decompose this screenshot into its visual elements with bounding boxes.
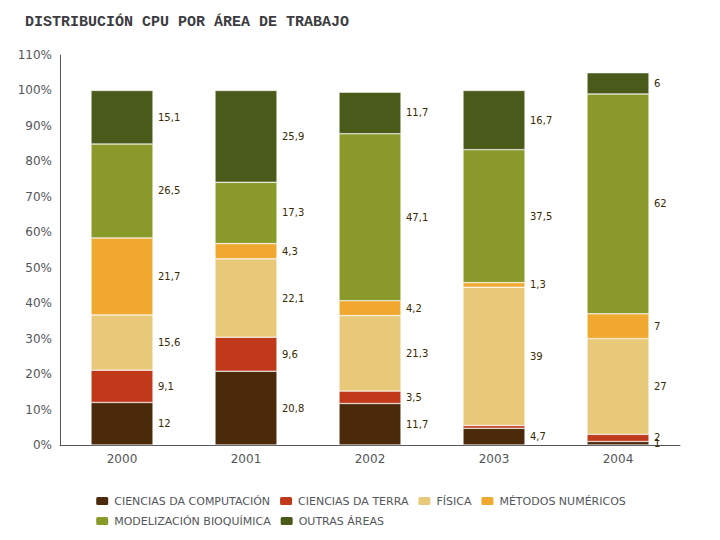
svg-text:CIENCIAS DA COMPUTACIÓN: CIENCIAS DA COMPUTACIÓN [114,495,270,508]
svg-text:47,1: 47,1 [406,212,428,223]
svg-text:90%: 90% [25,119,52,133]
svg-text:CIENCIAS DA TERRA: CIENCIAS DA TERRA [298,495,409,508]
svg-text:62: 62 [654,198,667,209]
svg-text:15,6: 15,6 [158,337,180,348]
svg-text:2002: 2002 [355,452,386,466]
svg-text:6: 6 [654,78,660,89]
svg-text:9,6: 9,6 [282,349,298,360]
svg-text:20%: 20% [25,367,52,381]
svg-text:20,8: 20,8 [282,403,304,414]
svg-text:27: 27 [654,381,667,392]
svg-text:2000: 2000 [107,452,138,466]
svg-text:1,3: 1,3 [530,279,546,290]
svg-text:50%: 50% [25,261,52,275]
svg-text:0%: 0% [33,438,52,452]
svg-text:4,3: 4,3 [282,246,298,257]
svg-text:2003: 2003 [479,452,510,466]
svg-text:60%: 60% [25,225,52,239]
svg-text:MODELIZACIÓN BIOQUÍMICA: MODELIZACIÓN BIOQUÍMICA [114,515,271,528]
svg-text:26,5: 26,5 [158,185,180,196]
svg-text:4,7: 4,7 [530,431,546,442]
svg-text:110%: 110% [18,48,52,62]
svg-text:16,7: 16,7 [530,115,552,126]
svg-text:21,3: 21,3 [406,348,428,359]
svg-text:30%: 30% [25,332,52,346]
svg-text:100%: 100% [18,83,52,97]
svg-text:11,7: 11,7 [406,419,428,430]
svg-text:2004: 2004 [603,452,634,466]
svg-text:7: 7 [654,321,660,332]
svg-text:FÍSICA: FÍSICA [436,495,471,508]
svg-text:4,2: 4,2 [406,303,422,314]
svg-text:10%: 10% [25,403,52,417]
svg-text:25,9: 25,9 [282,131,304,142]
svg-text:17,3: 17,3 [282,207,304,218]
svg-text:DISTRIBUCIÓN CPU POR ÁREA DE T: DISTRIBUCIÓN CPU POR ÁREA DE TRABAJO [25,13,349,31]
svg-text:80%: 80% [25,154,52,168]
svg-text:70%: 70% [25,190,52,204]
svg-text:9,1: 9,1 [158,381,174,392]
svg-text:21,7: 21,7 [158,271,180,282]
svg-text:OUTRAS ÁREAS: OUTRAS ÁREAS [299,515,384,528]
svg-text:37,5: 37,5 [530,211,552,222]
svg-text:MÉTODOS NUMÉRICOS: MÉTODOS NUMÉRICOS [499,495,625,508]
svg-text:3,5: 3,5 [406,392,422,403]
svg-text:2001: 2001 [231,452,262,466]
svg-text:2: 2 [654,432,660,443]
svg-text:40%: 40% [25,296,52,310]
svg-text:11,7: 11,7 [406,107,428,118]
svg-text:12: 12 [158,418,171,429]
svg-text:15,1: 15,1 [158,112,180,123]
svg-text:39: 39 [530,351,543,362]
svg-text:22,1: 22,1 [282,293,304,304]
